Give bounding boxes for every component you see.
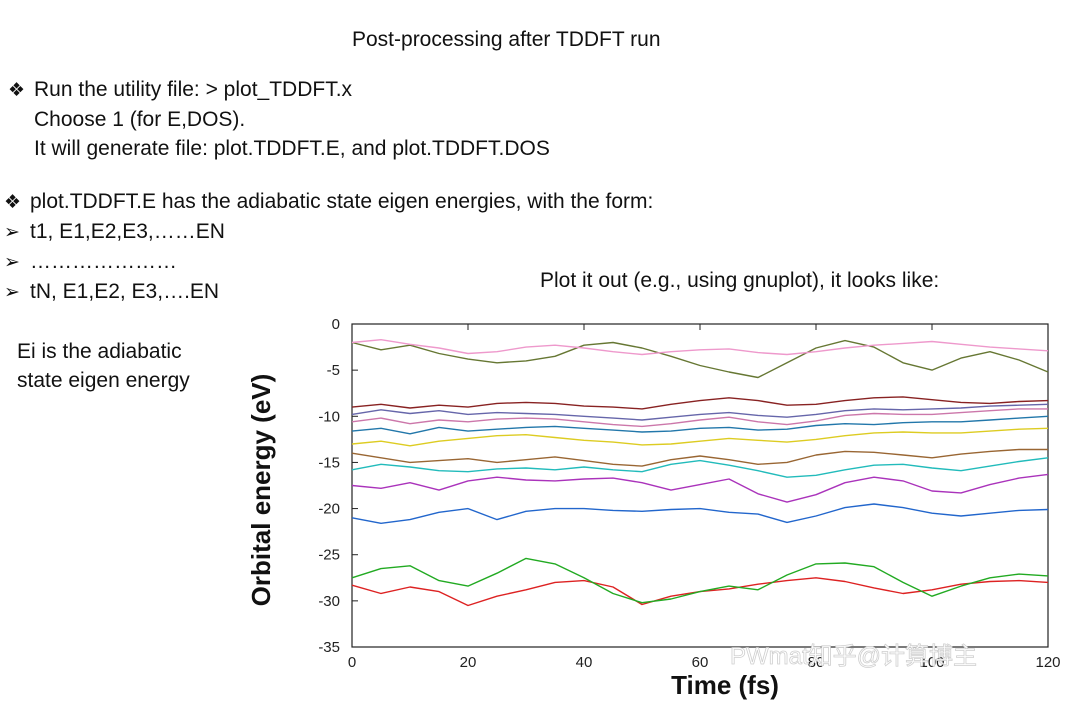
series-line-e13: [351, 339, 1049, 356]
series-line-e3: [351, 503, 1049, 525]
step2-sub-item: ➢ t1, E1,E2,E3,……EN: [4, 217, 653, 247]
note-line: Ei is the adiabatic: [17, 340, 182, 363]
x-tick-label: 0: [348, 654, 356, 671]
x-axis-label: Time (fs): [671, 670, 779, 700]
step2-text1: plot.TDDFT.E has the adiabatic state eig…: [30, 190, 654, 213]
arrow-bullet-icon: ➢: [4, 222, 20, 243]
arrow-bullet-icon: ➢: [4, 252, 20, 273]
x-tick-label: 60: [692, 654, 709, 671]
series-line-e4: [351, 473, 1049, 503]
x-tick-label: 20: [460, 654, 477, 671]
axis-ticks: 0 -5 -10 -15 -20 -25 -30 -35 0 20 40 60 80 100 120: [318, 316, 1060, 671]
x-tick-label: 40: [576, 654, 593, 671]
series-line-e10: [351, 403, 1049, 421]
step2-sub-item: ➢…………………: [4, 247, 653, 277]
series-line-e5: [351, 457, 1049, 478]
y-tick-label: -5: [327, 362, 340, 379]
x-tick-label: 120: [1035, 654, 1060, 671]
y-tick-label: -35: [318, 639, 340, 656]
y-tick-label: -30: [318, 593, 340, 610]
step2-sub-item: ➢ tN, E1,E2, E3,….EN: [4, 277, 653, 307]
y-axis-label: Orbital energy (eV): [246, 374, 276, 607]
watermark-text: PWmat知乎@计算博主: [730, 643, 977, 670]
series-line-e7: [351, 427, 1049, 447]
note-block: Ei is the adiabatic state eigen energy: [17, 337, 190, 395]
step2-line1: ❖ plot.TDDFT.E has the adiabatic state ei…: [4, 187, 653, 217]
plot-caption: Plot it out (e.g., using gnuplot), it lo…: [540, 269, 940, 292]
page-title: Post-processing after TDDFT run: [352, 28, 661, 51]
step1-line1: ❖ Run the utility file: > plot_TDDFT.x: [8, 75, 550, 105]
arrow-bullet-icon: ➢: [4, 282, 20, 303]
step2-block: ❖ plot.TDDFT.E has the adiabatic state ei…: [4, 187, 653, 307]
y-tick-label: -10: [318, 408, 340, 425]
orbital-energy-chart: 0 -5 -10 -15 -20 -25 -30 -35 0 20 40 60 80 100 120 Orb…: [246, 316, 1061, 700]
y-tick-label: -25: [318, 547, 340, 564]
series-lines: [351, 339, 1049, 607]
diamond-bullet-icon: ❖: [4, 192, 22, 213]
series-line-e11: [351, 396, 1049, 410]
plot-frame: [351, 323, 1049, 648]
step1-line3: It will generate file: plot.TDDFT.E, and…: [34, 137, 550, 160]
step1-text1: Run the utility file: > plot_TDDFT.x: [34, 78, 353, 101]
y-tick-label: -15: [318, 454, 340, 471]
series-line-e9: [351, 408, 1048, 428]
step1-block: ❖ Run the utility file: > plot_TDDFT.x Ch…: [8, 75, 550, 163]
y-tick-label: -20: [318, 501, 340, 518]
y-tick-label: 0: [332, 316, 340, 333]
series-line-e6: [351, 448, 1048, 467]
note-line: state eigen energy: [17, 369, 190, 392]
series-line-e2: [351, 557, 1049, 604]
diamond-bullet-icon: ❖: [8, 80, 26, 101]
series-line-e8: [351, 415, 1049, 435]
x-tick-label: 100: [919, 654, 944, 671]
series-line-e12: [351, 339, 1049, 379]
step1-line2: Choose 1 (for E,DOS).: [34, 108, 246, 131]
x-tick-label: 80: [808, 654, 825, 671]
